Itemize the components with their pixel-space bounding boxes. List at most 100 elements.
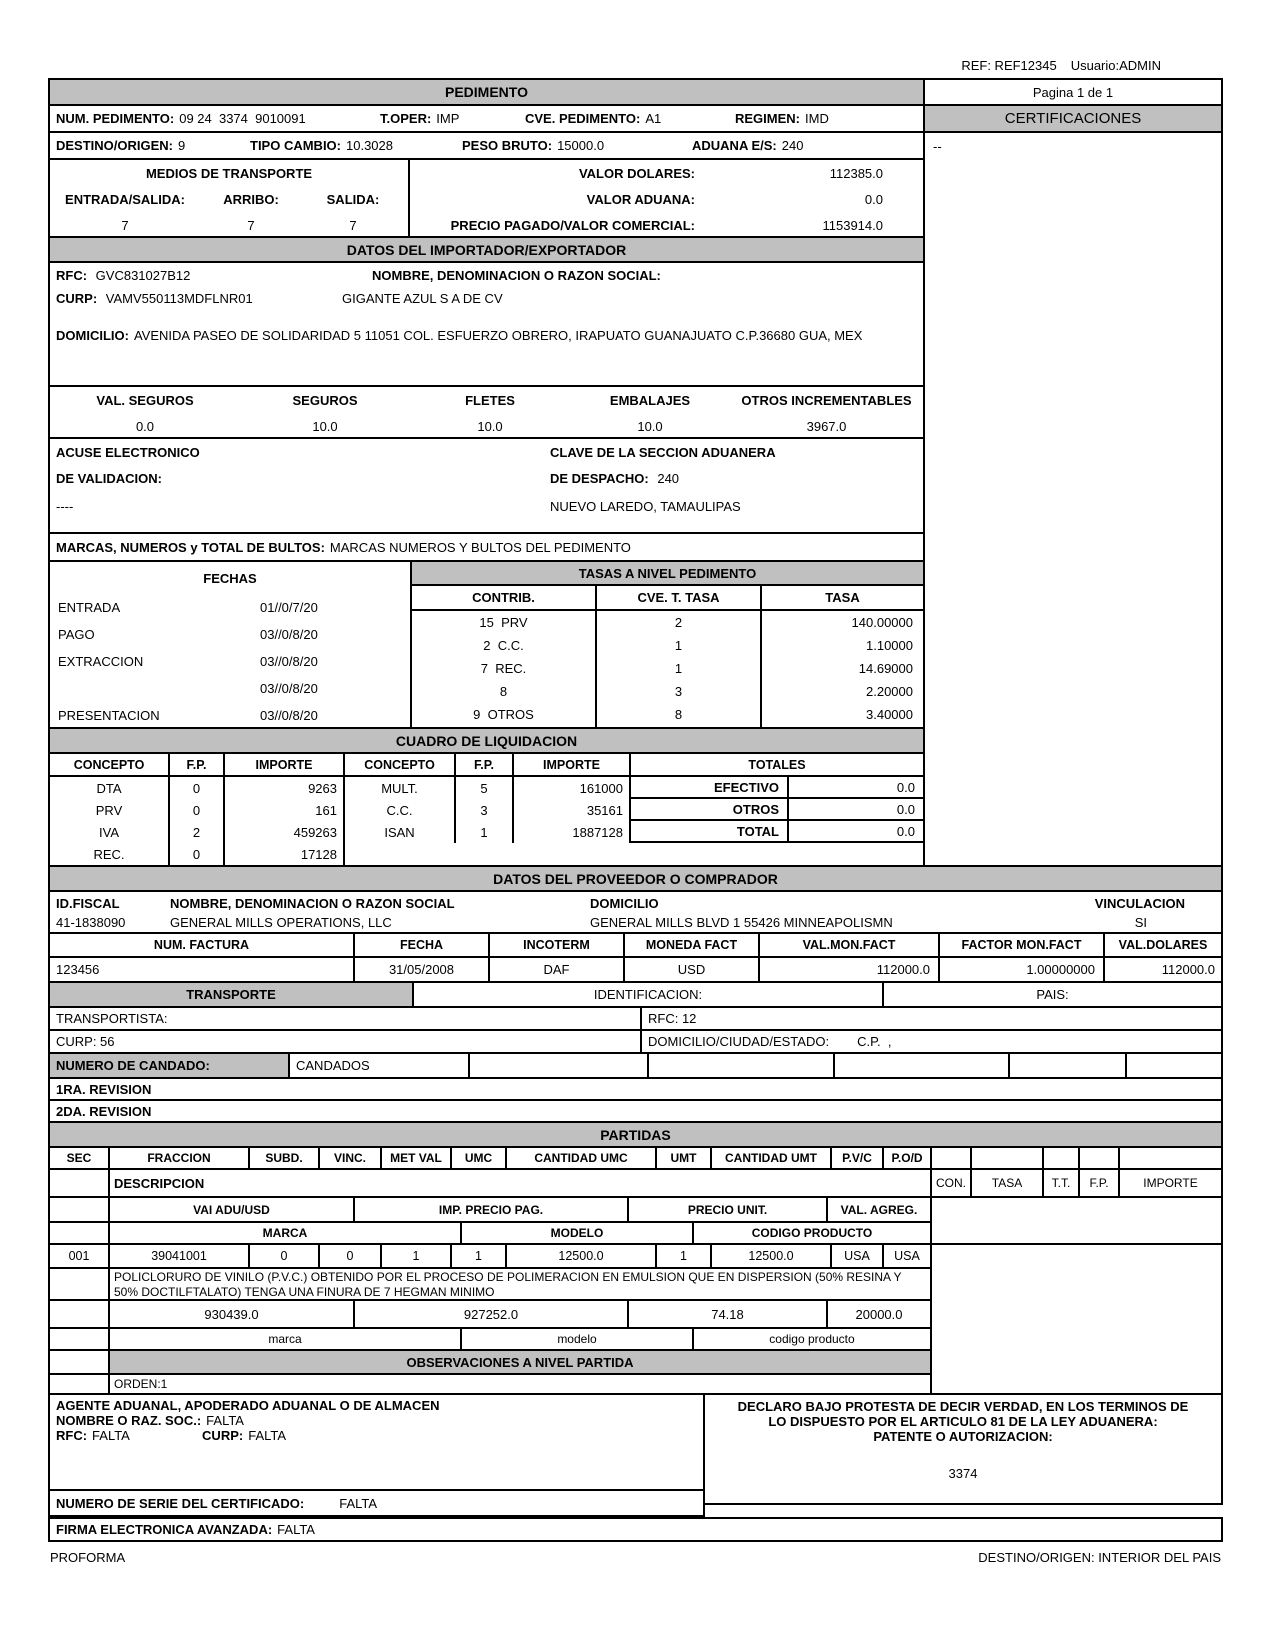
agente-rfc-label: RFC:: [56, 1428, 88, 1443]
despacho-label: DE DESPACHO:: [550, 471, 649, 486]
proforma-label: PROFORMA: [50, 1550, 126, 1565]
fechas-title: FECHAS: [203, 570, 257, 586]
val-adu-header: VAI ADU/USD: [110, 1198, 355, 1221]
total-otros-label: OTROS: [631, 799, 789, 819]
partidas-right-empty-cell: [972, 1148, 1044, 1168]
fecha-value: 03//0/8/20: [260, 654, 318, 669]
regimen-value: IMD: [805, 111, 829, 126]
transporte-curp-row: CURP: 56 DOMICILIO/CIUDAD/ESTADO: C.P. ,: [48, 1031, 1223, 1054]
incrementables-header: OTROS INCREMENTABLES: [741, 392, 912, 408]
revision2-row: 2DA. REVISION: [48, 1101, 1223, 1123]
fechas-table: FECHAS ENTRADA 01//0/7/20 PAGO 03//0/8/20 …: [50, 562, 410, 727]
tasa-contrib: 2 C.C.: [483, 638, 524, 653]
fechas-tasas-block: FECHAS ENTRADA 01//0/7/20 PAGO 03//0/8/20 …: [50, 562, 923, 729]
proveedor-domicilio-header: DOMICILIO: [590, 896, 659, 911]
cuadro-concepto2: MULT.: [381, 780, 418, 796]
sec-column-spacer: [50, 1329, 110, 1349]
tasa-cve: 1: [674, 661, 683, 676]
partida-precio-unit: 74.18: [629, 1301, 828, 1327]
arribo-label: ARRIBO:: [223, 191, 279, 207]
factura-header: INCOTERM: [490, 934, 625, 956]
razon-social-label: NOMBRE, DENOMINACION O RAZON SOCIAL:: [372, 268, 661, 283]
transporte-row: TRANSPORTE IDENTIFICACION: PAIS:: [48, 983, 1223, 1008]
fecha-value: 03//0/8/20: [260, 681, 318, 696]
importador-section-bar: DATOS DEL IMPORTADOR/EXPORTADOR: [50, 238, 923, 263]
acuse-line1: ACUSE ELECTRONICO: [56, 445, 200, 460]
fecha-label: PAGO: [58, 627, 95, 642]
agente-nombre-label: NOMBRE O RAZ. SOC.:: [56, 1413, 202, 1428]
cuadro-header: F.P.: [456, 754, 514, 775]
descripcion-header: DESCRIPCION: [110, 1170, 932, 1196]
certificaciones-column: Pagina 1 de 1 CERTIFICACIONES --: [923, 78, 1223, 867]
incrementables-value: 0.0: [135, 418, 155, 434]
factura-factor: 1.00000000: [940, 958, 1105, 981]
transporte-domicilio-label: DOMICILIO/CIUDAD/ESTADO:: [648, 1034, 830, 1049]
partida-modelo: modelo: [462, 1329, 694, 1349]
tasas-header-cve: CVE. T. TASA: [597, 586, 762, 609]
partidas-header: MET VAL: [382, 1148, 452, 1168]
cuadro-fp2: 3: [480, 802, 488, 818]
cve-pedimento-value: A1: [645, 111, 662, 126]
cuadro-concepto2: C.C.: [386, 802, 413, 818]
partida-pod: USA: [884, 1245, 932, 1267]
aduana-value: 240: [781, 138, 804, 153]
sec-column-spacer: [50, 1223, 110, 1243]
fecha-label: ENTRADA: [58, 600, 121, 615]
cuadro-header: IMPORTE: [514, 754, 631, 775]
certificaciones-body: --: [933, 139, 942, 154]
partidas-right-empty-cell: [932, 1198, 1221, 1245]
main-form-column: PEDIMENTO NUM. PEDIMENTO: 09 24 3374 901…: [48, 78, 925, 867]
tasas-title: TASAS A NIVEL PEDIMENTO: [412, 562, 923, 586]
pais-label: PAIS:: [1036, 987, 1069, 1002]
incrementables-header: EMBALAJES: [609, 392, 691, 408]
num-pedimento-row: NUM. PEDIMENTO: 09 24 3374 9010091 T.OPE…: [50, 106, 923, 133]
partidas-header: P.V/C: [832, 1148, 884, 1168]
total-efectivo-value: 0.0: [896, 779, 915, 795]
cuadro-concepto: DTA: [96, 780, 122, 796]
fecha-value: 01//0/7/20: [260, 600, 318, 615]
tasa-contrib: 8: [499, 684, 508, 699]
fecha-label: PRESENTACION: [58, 708, 160, 723]
total-otros-value: 0.0: [896, 801, 915, 817]
medios-valores-block: MEDIOS DE TRANSPORTE ENTRADA/SALIDA: ARR…: [50, 160, 923, 238]
razon-social-value: GIGANTE AZUL S A DE CV: [342, 291, 503, 306]
curp-label: CURP:: [56, 291, 98, 306]
candado-empty-cell: [1010, 1054, 1127, 1077]
candado-label: NUMERO DE CANDADO:: [50, 1054, 290, 1077]
factura-valmon: 112000.0: [760, 958, 940, 981]
partidas-right-empty-cell: [1044, 1148, 1080, 1168]
curp-value: VAMV550113MDFLNR01: [105, 291, 253, 306]
candado-empty-cell: [1127, 1054, 1221, 1077]
agente-title: AGENTE ADUANAL, APODERADO ADUANAL O DE A…: [56, 1398, 440, 1413]
orden-value: ORDEN:1: [110, 1375, 932, 1393]
proveedor-domicilio-value: GENERAL MILLS BLVD 1 55426 MINNEAPOLISMN: [590, 915, 893, 930]
cuadro-header: IMPORTE: [225, 754, 345, 775]
agente-rfc-value: FALTA: [92, 1428, 130, 1443]
partidas-header: CANTIDAD UMT: [712, 1148, 832, 1168]
cuadro-concepto: REC.: [93, 846, 125, 862]
cuadro-importe2: 1887128: [572, 824, 623, 840]
agente-curp-value: FALTA: [248, 1428, 287, 1443]
pagina-indicator: Pagina 1 de 1: [925, 80, 1221, 106]
serie-certificado-value: FALTA: [339, 1495, 378, 1511]
partidas-header: SUBD.: [250, 1148, 320, 1168]
salida-label: SALIDA:: [326, 191, 380, 207]
imp-precio-header: IMP. PRECIO PAG.: [355, 1198, 629, 1221]
valor-dolares-label: VALOR DOLARES:: [578, 165, 695, 181]
total-total-label: TOTAL: [631, 821, 789, 841]
peso-bruto-value: 15000.0: [557, 138, 605, 153]
cuadro-fp: 0: [192, 802, 201, 818]
total-efectivo-label: EFECTIVO: [631, 777, 789, 797]
partidas-table: SEC FRACCION SUBD. VINC. MET VAL UMC CAN…: [48, 1148, 1223, 1393]
incrementables-value: 10.0: [477, 418, 503, 434]
cuadro-concepto: IVA: [99, 824, 119, 840]
cuadro-table: CONCEPTO F.P. IMPORTE CONCEPTO F.P. IMPO…: [50, 754, 923, 865]
cuadro-header: F.P.: [170, 754, 225, 775]
incrementables-table: VAL. SEGUROS SEGUROS FLETES EMBALAJES OT…: [50, 387, 923, 439]
val-agreg-header: VAL. AGREG.: [828, 1198, 932, 1221]
cuadro-importe: 459263: [293, 824, 337, 840]
observaciones-bar: OBSERVACIONES A NIVEL PARTIDA: [110, 1351, 932, 1373]
partidas-header: UMC: [452, 1148, 507, 1168]
firma-value: FALTA: [277, 1522, 315, 1537]
